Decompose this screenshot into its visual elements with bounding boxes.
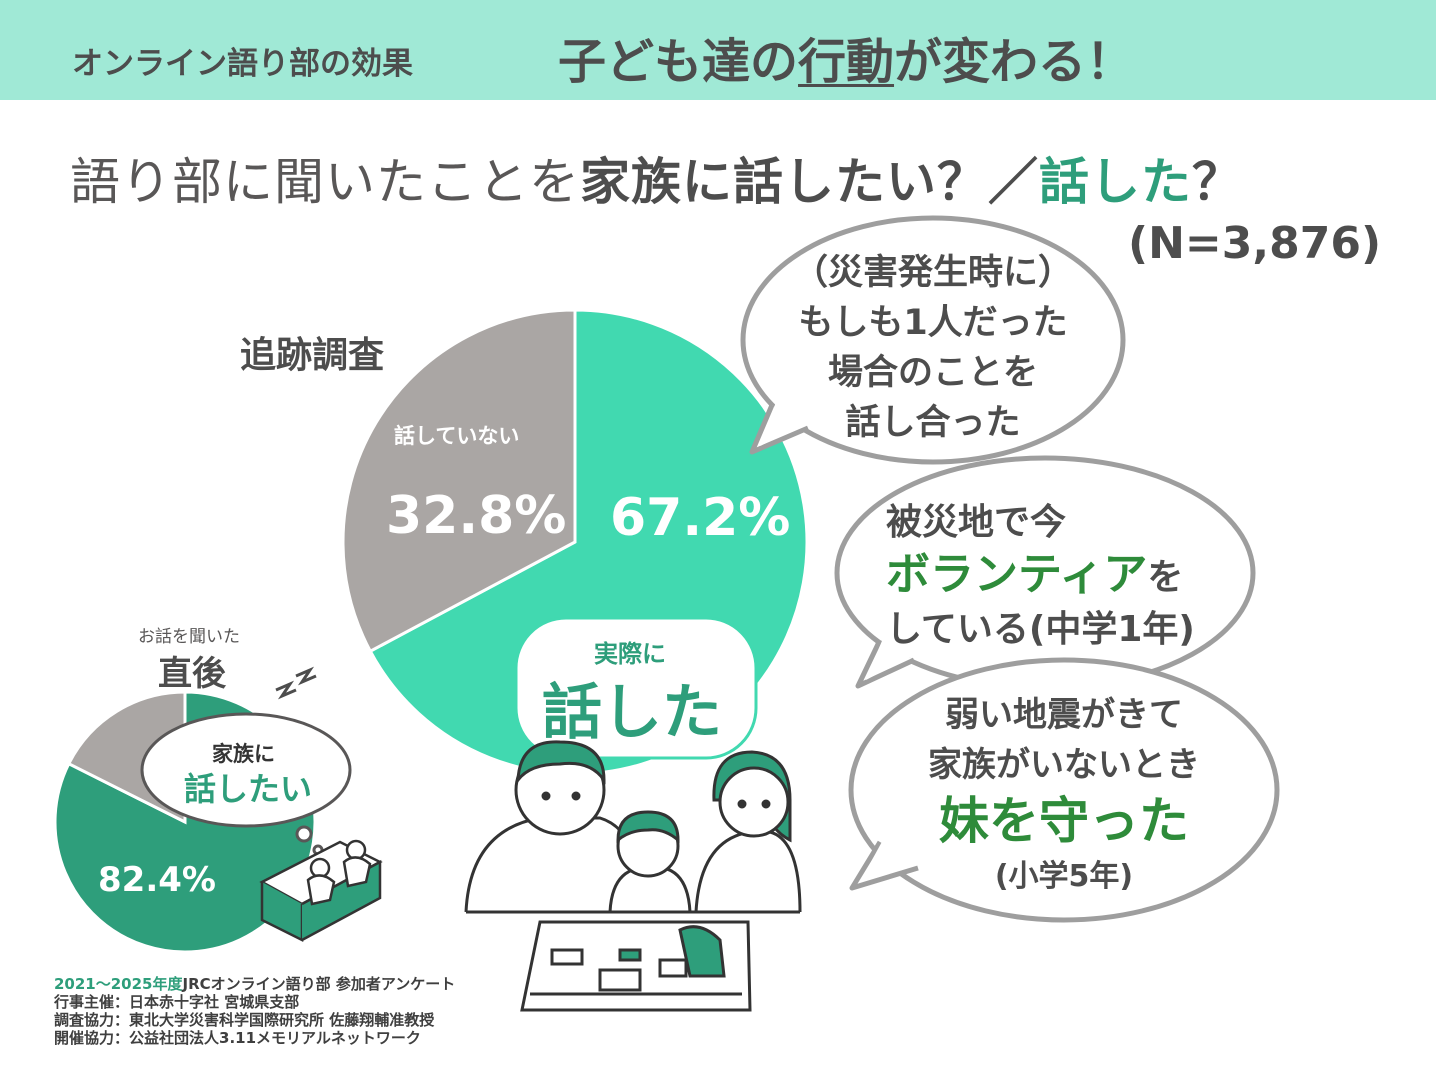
bubble-2-after: を — [1147, 557, 1184, 598]
survey-question: 語り部に聞いたことを家族に話したい？／話した？ — [70, 142, 1243, 214]
bubble-2-line-3: している(中学1年) — [886, 609, 1195, 650]
bubble-2-green: ボランティア — [886, 549, 1148, 600]
headline-post: が変わる！ — [894, 34, 1135, 90]
want-label-2: 話したい — [184, 770, 313, 808]
small-pie-title: 直後 — [158, 654, 226, 694]
banner-headline: 子ども達の行動が変わる！ — [558, 22, 1134, 92]
bubble-2-line-1: 被災地で今 — [886, 502, 1067, 543]
sparkle-icon — [275, 666, 317, 700]
bubble-1-line-2: もしも1人だった — [798, 303, 1068, 343]
bubble-2-text: 被災地で今 ボランティアを している(中学1年) — [886, 497, 1195, 656]
want-label-1: 家族に — [212, 742, 275, 766]
bubble-1-text: （災害発生時に） もしも1人だった 場合のことを 話し合った — [780, 248, 1086, 448]
banner-subtitle: オンライン語り部の効果 — [72, 46, 413, 82]
header-banner: オンライン語り部の効果 子ども達の行動が変わる！ — [0, 0, 1436, 100]
headline-underlined: 行動 — [798, 34, 895, 90]
sample-size: (N=3,876) — [1128, 218, 1382, 269]
bubble-1-line-3: 場合のことを — [827, 353, 1038, 393]
footer-survey: JRCオンライン語り部 参加者アンケート — [182, 975, 456, 993]
question-part4: ？ — [1192, 153, 1243, 211]
not-talked-percent: 32.8% — [386, 486, 567, 546]
bubble-1-line-4: 話し合った — [845, 403, 1021, 443]
talked-percent: 67.2% — [610, 488, 791, 548]
speech-bubble-1 — [740, 215, 1126, 465]
footer-line-2: 行事主催：日本赤十字社 宮城県支部 — [54, 993, 300, 1011]
tracking-survey-title: 追跡調査 — [240, 335, 385, 376]
speech-bubble-3 — [848, 657, 1280, 923]
bubble-3-green: 妹を守った — [939, 792, 1189, 850]
question-part2: 家族に話したい？／ — [580, 153, 1039, 211]
pie-slice-not-talked — [341, 308, 577, 654]
bubble-3-line-4: (小学5年) — [994, 859, 1134, 894]
bubble-3-text: 弱い地震がきて 家族がいないとき 妹を守った (小学5年) — [880, 690, 1248, 902]
footer-line-1: 2021～2025年度JRCオンライン語り部 参加者アンケート — [54, 975, 455, 993]
talked-label-big: 話した — [542, 678, 722, 748]
footer-line-4: 開催協力：公益社団法人3.11メモリアルネットワーク — [54, 1029, 421, 1047]
bubble-3-line-2: 家族がいないとき — [928, 745, 1200, 785]
not-talked-label: 話していない — [394, 424, 520, 448]
footer-credits: 2021～2025年度JRCオンライン語り部 参加者アンケート 行事主催：日本赤… — [54, 975, 455, 1047]
thought-cloud — [140, 712, 352, 856]
question-part3: 話した — [1039, 153, 1192, 211]
bubble-1-line-1: （災害発生時に） — [792, 253, 1073, 293]
classroom-illustration — [259, 839, 383, 943]
talked-label-small: 実際に — [594, 640, 666, 668]
question-part1: 語り部に聞いたことを — [70, 153, 580, 211]
bubble-3-line-1: 弱い地震がきて — [945, 695, 1183, 735]
footer-period: 2021～2025年度 — [54, 975, 183, 993]
want-percent: 82.4% — [98, 860, 216, 900]
bubble-2-line-2: ボランティアを — [886, 549, 1195, 604]
small-pie-caption: お話を聞いた — [138, 627, 240, 647]
talked-label-box — [514, 616, 758, 760]
footer-line-3: 調査協力：東北大学災害科学国際研究所 佐藤翔輔准教授 — [54, 1011, 435, 1029]
headline-pre: 子ども達の — [558, 34, 799, 90]
family-illustration — [464, 740, 802, 1012]
